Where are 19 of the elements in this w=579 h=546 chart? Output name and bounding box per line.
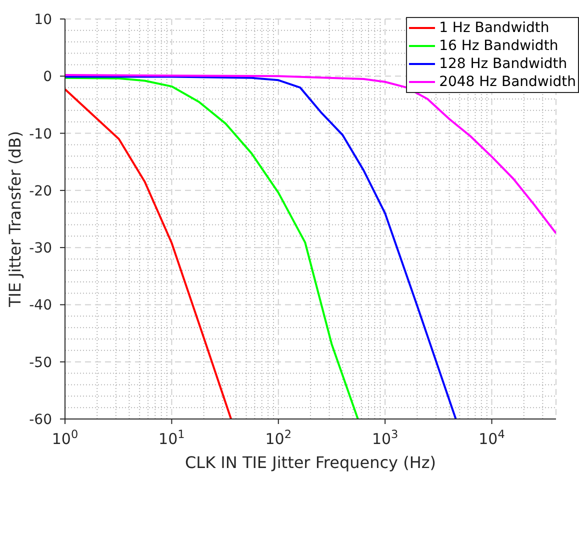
y-tick-label: -50 — [29, 354, 52, 371]
y-tick-label: -40 — [29, 298, 52, 314]
x-axis-title: CLK IN TIE Jitter Frequency (Hz) — [185, 453, 436, 472]
x-tick-label: 10$^{1}$ — [158, 428, 185, 448]
legend-label: 1 Hz Bandwidth — [438, 19, 550, 37]
x-tick-label: 10$^{2}$ — [265, 428, 292, 448]
y-tick-label: -10 — [29, 126, 52, 142]
y-tick-label: 10 — [34, 12, 52, 28]
legend-label: 16 Hz Bandwidth — [438, 37, 560, 55]
y-axis-title: TIE Jitter Transfer (dB) — [6, 131, 24, 308]
x-tick-label: 10$^{3}$ — [372, 428, 398, 448]
y-tick-label: -20 — [29, 183, 52, 200]
y-tick-label: -60 — [29, 412, 52, 428]
legend-label: 2048 Hz Bandwidth — [438, 73, 576, 91]
legend-label: 128 Hz Bandwidth — [438, 55, 568, 73]
x-tick-label: 10$^{0}$ — [52, 428, 78, 448]
x-tick-label: 10$^{4}$ — [478, 428, 505, 448]
y-tick-label: -30 — [29, 240, 52, 257]
y-tick-label: 0 — [43, 69, 52, 86]
